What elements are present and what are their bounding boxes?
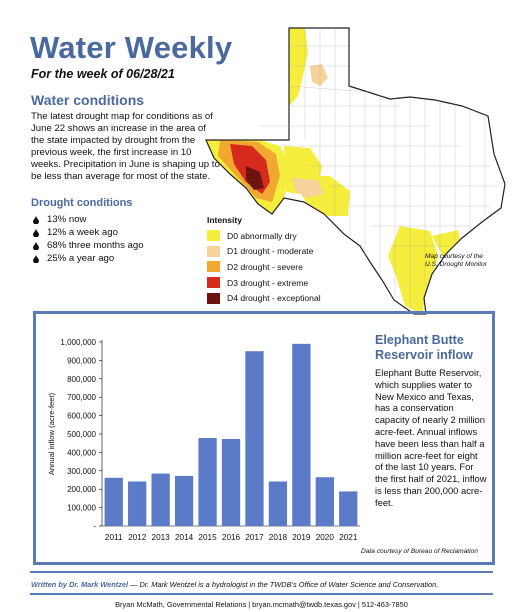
page-subtitle: For the week of 06/28/21: [31, 67, 175, 81]
map-legend: Intensity D0 abnormally dry D1 drought -…: [207, 215, 321, 306]
legend-label: D1 drought - moderate: [227, 246, 314, 257]
byline-text: — Dr. Mark Wentzel is a hydrologist in t…: [128, 580, 439, 589]
y-tick-label: -: [93, 522, 96, 531]
legend-swatch: [207, 277, 220, 289]
legend-label: D2 drought - severe: [227, 261, 303, 272]
y-tick-label: 100,000: [67, 504, 96, 513]
reservoir-heading: Elephant Butte Reservoir inflow: [375, 333, 473, 362]
x-tick-label: 2011: [105, 533, 123, 542]
drought-conditions-list: 13% now 12% a week ago 68% three months …: [31, 213, 144, 265]
byline: Written by Dr. Mark Wentzel — Dr. Mark W…: [31, 580, 438, 589]
bar: [268, 481, 288, 526]
bar: [339, 491, 358, 526]
legend-item: D2 drought - severe: [207, 259, 321, 275]
x-tick-label: 2019: [292, 533, 311, 542]
bar: [104, 477, 123, 526]
bar: [198, 438, 217, 526]
divider: [30, 593, 493, 595]
legend-swatch: [207, 245, 220, 257]
drought-item-text: 12% a week ago: [47, 227, 118, 238]
bar: [245, 351, 264, 526]
y-tick-label: 400,000: [67, 448, 96, 457]
legend-item: D1 drought - moderate: [207, 244, 321, 260]
x-tick-label: 2017: [245, 533, 264, 542]
legend-swatch: [207, 261, 220, 273]
drought-item-text: 13% now: [47, 214, 87, 225]
droplet-icon: [33, 215, 39, 224]
y-tick-label: 700,000: [67, 393, 96, 402]
y-axis-label: Annual inflow (acre-feet): [47, 392, 56, 475]
reservoir-text: Elephant Butte Reservoir, which supplies…: [375, 367, 487, 508]
legend-label: D3 drought - extreme: [227, 277, 309, 288]
bar: [315, 477, 334, 526]
map-credit-line: U.S. Drought Monitor: [425, 261, 487, 268]
x-tick-label: 2016: [222, 533, 241, 542]
y-tick-label: 1,000,000: [60, 338, 96, 347]
x-tick-label: 2020: [316, 533, 335, 542]
y-tick-label: 600,000: [67, 412, 96, 421]
bar: [292, 343, 311, 526]
legend-swatch: [207, 230, 220, 242]
divider: [30, 571, 493, 573]
legend-title: Intensity: [207, 215, 242, 225]
drought-item-text: 25% a year ago: [47, 253, 115, 264]
x-tick-label: 2014: [175, 533, 194, 542]
legend-label: D0 abnormally dry: [227, 230, 297, 241]
droplet-icon: [33, 254, 39, 263]
x-tick-label: 2013: [152, 533, 171, 542]
bar: [221, 438, 241, 526]
legend-label: D4 drought - exceptional: [227, 293, 321, 304]
y-tick-label: 200,000: [67, 485, 96, 494]
y-tick-label: 500,000: [67, 430, 96, 439]
water-conditions-heading: Water conditions: [31, 92, 145, 108]
legend-item: D0 abnormally dry: [207, 228, 321, 244]
bar: [174, 475, 194, 526]
list-item: 13% now: [31, 213, 144, 226]
list-item: 68% three months ago: [31, 239, 144, 252]
x-tick-label: 2015: [198, 533, 217, 542]
x-tick-label: 2018: [269, 533, 288, 542]
footer-contact: Bryan McMath, Governmental Relations | b…: [115, 600, 408, 609]
x-tick-label: 2021: [339, 533, 358, 542]
texas-drought-map: [205, 27, 506, 315]
legend-swatch: [207, 292, 220, 304]
map-credit-line: Map courtesy of the: [425, 253, 483, 260]
y-tick-label: 300,000: [67, 467, 96, 476]
bar: [128, 481, 147, 526]
byline-author: Written by Dr. Mark Wentzel: [31, 580, 129, 589]
page-title: Water Weekly: [30, 30, 233, 65]
y-tick-label: 900,000: [67, 356, 96, 365]
chart-frame: [33, 311, 495, 565]
legend-item: D4 drought - exceptional: [207, 290, 321, 306]
droplet-icon: [33, 228, 39, 237]
drought-item-text: 68% three months ago: [47, 240, 144, 251]
legend-item: D3 drought - extreme: [207, 275, 321, 291]
bar: [151, 473, 170, 526]
list-item: 12% a week ago: [31, 226, 144, 239]
chart-credit: Data courtesy of Bureau of Reclamation: [361, 548, 478, 555]
list-item: 25% a year ago: [31, 252, 144, 265]
y-tick-label: 800,000: [67, 375, 96, 384]
drought-conditions-heading: Drought conditions: [31, 197, 133, 209]
droplet-icon: [33, 241, 39, 250]
water-conditions-text: The latest drought map for conditions as…: [31, 111, 220, 182]
reservoir-inflow-chart: - 100,000 200,000 300,000 400,000 500,000 600,…: [47, 338, 360, 542]
map-credit: Map courtesy of the U.S. Drought Monitor: [425, 253, 487, 269]
x-tick-label: 2012: [128, 533, 147, 542]
